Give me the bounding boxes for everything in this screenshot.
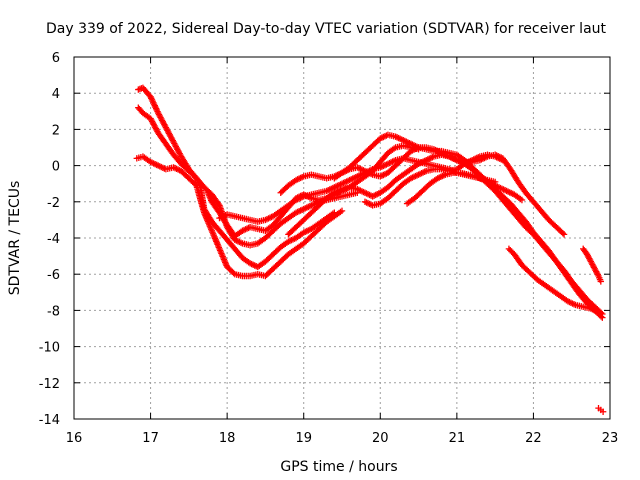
data-point (560, 231, 568, 238)
y-tick-label: 0 (52, 160, 60, 175)
series-track-2 (135, 104, 338, 271)
data-point (152, 103, 159, 111)
series-track-11 (505, 245, 602, 316)
y-tick-label: 2 (52, 123, 60, 138)
data-point (147, 93, 154, 101)
chart-title: Day 339 of 2022, Sidereal Day-to-day VTE… (46, 21, 607, 37)
y-tick-label: -12 (39, 377, 60, 392)
data-point (518, 196, 526, 204)
data-point (152, 105, 160, 112)
y-tick-label: -4 (47, 232, 60, 247)
x-tick-label: 22 (525, 431, 542, 446)
series-track-5 (216, 155, 499, 225)
series-track-10 (403, 169, 526, 207)
y-tick-label: -8 (47, 304, 60, 319)
data-point (150, 99, 157, 106)
y-tick-label: -6 (47, 268, 60, 283)
data-point (154, 108, 161, 115)
x-tick-label: 16 (66, 431, 83, 446)
data-point (597, 278, 605, 285)
data-point (499, 156, 506, 164)
data-points (133, 84, 607, 415)
y-tick-label: -2 (47, 196, 60, 211)
data-point (150, 101, 158, 108)
data-point (149, 98, 156, 105)
data-point (599, 310, 606, 318)
x-tick-label: 21 (449, 431, 466, 446)
data-point (595, 309, 602, 316)
plot-frame (73, 56, 611, 420)
series-track-3 (133, 153, 346, 280)
data-point (148, 95, 155, 102)
x-tick-label: 19 (295, 431, 312, 446)
data-point (151, 102, 158, 109)
y-axis-label: SDTVAR / TECUs (7, 181, 23, 296)
x-tick-label: 17 (142, 431, 159, 446)
data-point (594, 271, 601, 278)
data-point (599, 408, 607, 415)
x-tick-label: 20 (372, 431, 389, 446)
y-tick-label: 4 (52, 87, 60, 102)
series-track-12 (580, 245, 605, 285)
y-tick-label: -10 (39, 341, 60, 356)
x-tick-label: 18 (219, 431, 236, 446)
data-point (153, 106, 161, 114)
x-tick-label: 23 (602, 431, 619, 446)
series-track-13 (595, 404, 607, 415)
data-point (148, 96, 156, 103)
y-tick-label: 6 (52, 51, 60, 66)
y-tick-label: -14 (39, 413, 60, 428)
data-point (559, 229, 566, 237)
data-point (338, 207, 346, 215)
grid (74, 57, 610, 419)
x-axis-label: GPS time / hours (280, 459, 397, 475)
series-track-9 (361, 151, 506, 209)
